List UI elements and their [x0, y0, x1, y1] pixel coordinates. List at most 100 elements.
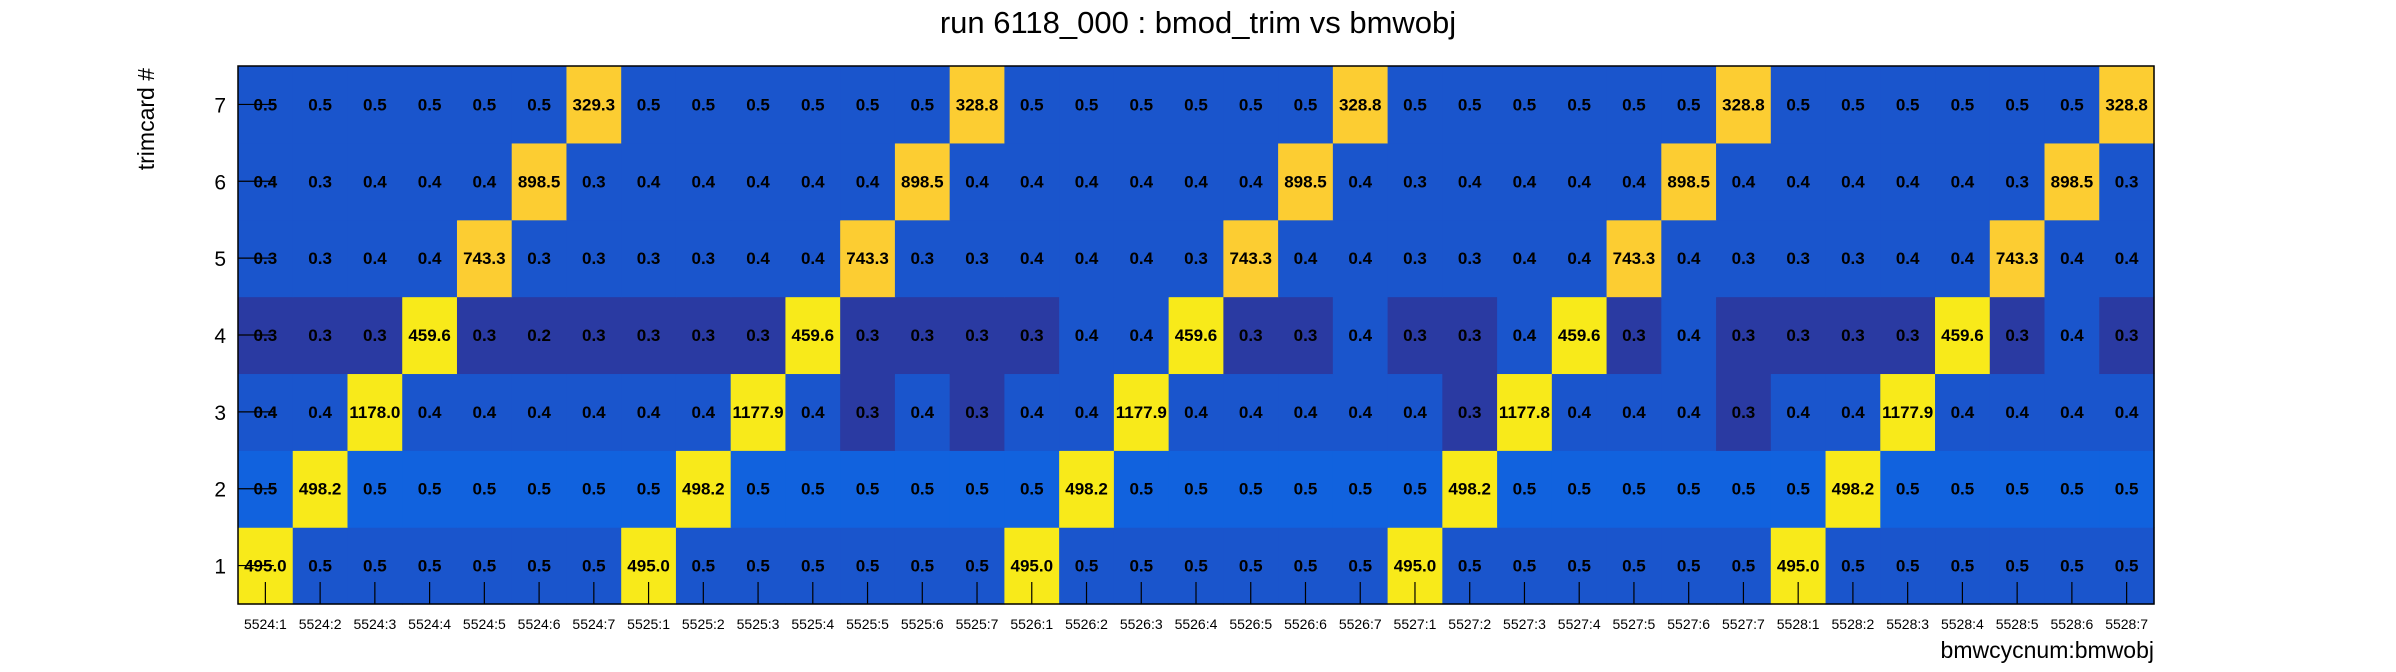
heatmap-cell — [402, 373, 458, 451]
cell-value-label: 0.4 — [418, 249, 442, 268]
heatmap-cell — [1442, 219, 1498, 298]
heatmap-cell — [2099, 373, 2155, 451]
cell-value-label: 0.3 — [1458, 249, 1482, 268]
x-tick-label: 5528:5 — [1996, 616, 2039, 632]
cell-value-label: 0.3 — [2005, 172, 2029, 191]
chart-title: run 6118_000 : bmod_trim vs bmwobj — [940, 5, 1456, 40]
heatmap-cell — [1770, 296, 1827, 375]
heatmap-cell — [840, 66, 896, 144]
heatmap-cell — [785, 373, 841, 451]
cell-value-label: 0.5 — [965, 480, 989, 499]
heatmap-cell — [1880, 219, 1936, 298]
cell-value-label: 0.5 — [1786, 480, 1810, 499]
cell-value-label: 1177.9 — [1882, 403, 1933, 422]
cell-value-label: 0.3 — [965, 403, 989, 422]
cell-value-label: 498.2 — [682, 480, 725, 499]
cell-value-label: 0.5 — [1567, 95, 1591, 114]
heatmap-cell — [1278, 373, 1334, 451]
cell-value-label: 0.4 — [1184, 172, 1208, 191]
cell-value-label: 0.3 — [856, 326, 880, 345]
heatmap-cell — [1168, 450, 1224, 528]
heatmap-cell — [1825, 450, 1881, 528]
heatmap-cell — [566, 373, 622, 451]
y-tick-label: 5 — [214, 248, 226, 271]
cell-value-label: 0.4 — [473, 172, 497, 191]
heatmap-cell — [730, 296, 787, 375]
heatmap-cell — [730, 142, 787, 221]
heatmap-cell — [2044, 450, 2100, 528]
cell-value-label: 0.3 — [527, 249, 551, 268]
heatmap-cell — [1661, 142, 1717, 221]
cell-value-label: 459.6 — [408, 326, 451, 345]
heatmap-cell — [2044, 296, 2100, 375]
heatmap-cell — [1989, 373, 2046, 451]
cell-value-label: 0.3 — [637, 249, 661, 268]
x-tick-label: 5525:7 — [956, 616, 999, 632]
heatmap-cell — [1223, 450, 1279, 528]
x-tick-label: 5528:2 — [1832, 616, 1875, 632]
heatmap-cell — [292, 296, 349, 375]
cell-value-label: 0.2 — [527, 326, 551, 345]
heatmap-cell — [1387, 373, 1443, 451]
cell-value-label: 0.3 — [2115, 326, 2139, 345]
heatmap-cell — [1004, 142, 1060, 221]
heatmap-cell — [2099, 219, 2155, 298]
cell-value-label: 1178.0 — [349, 403, 400, 422]
cell-value-label: 0.4 — [1567, 172, 1591, 191]
heatmap-cell — [894, 66, 951, 144]
cell-value-label: 0.4 — [582, 403, 606, 422]
heatmap-cell — [1168, 66, 1224, 144]
cell-value-label: 0.3 — [1841, 249, 1865, 268]
cell-value-label: 0.5 — [473, 95, 497, 114]
cell-value-label: 0.3 — [1239, 326, 1263, 345]
heatmap-cell — [1442, 66, 1498, 144]
y-axis-title: trimcard # — [133, 68, 159, 170]
heatmap-cell — [675, 450, 732, 528]
cell-value-label: 0.5 — [1184, 480, 1208, 499]
x-tick-label: 5528:3 — [1886, 616, 1929, 632]
cell-value-label: 0.5 — [1786, 95, 1810, 114]
heatmap-cell — [292, 66, 349, 144]
heatmap-cell — [2099, 296, 2155, 375]
x-tick-label: 5528:1 — [1777, 616, 1820, 632]
cell-value-label: 329.3 — [573, 95, 616, 114]
heatmap-cell — [621, 296, 677, 375]
cell-value-label: 0.5 — [1294, 557, 1318, 576]
cell-value-label: 0.4 — [1513, 249, 1537, 268]
heatmap-cell — [1168, 142, 1224, 221]
cell-value-label: 898.5 — [1284, 172, 1327, 191]
heatmap-cell — [840, 142, 896, 221]
cell-value-label: 0.5 — [1622, 557, 1646, 576]
cell-value-label: 495.0 — [1394, 557, 1437, 576]
heatmap-cell — [2099, 66, 2155, 144]
cell-value-label: 495.0 — [1777, 557, 1820, 576]
heatmap-cell — [1551, 66, 1608, 144]
cell-value-label: 0.3 — [910, 326, 934, 345]
cell-value-label: 0.4 — [1677, 249, 1701, 268]
cell-value-label: 0.5 — [1896, 95, 1920, 114]
heatmap-cell — [1059, 219, 1115, 298]
heatmap-cell — [292, 450, 349, 528]
cell-value-label: 0.4 — [2060, 326, 2084, 345]
heatmap-cell — [1004, 373, 1060, 451]
cell-value-label: 0.4 — [1677, 403, 1701, 422]
cell-value-label: 0.5 — [527, 557, 551, 576]
heatmap-cell — [1442, 142, 1498, 221]
x-tick-label: 5525:3 — [737, 616, 780, 632]
cell-value-label: 0.3 — [473, 326, 497, 345]
heatmap-cell — [949, 450, 1005, 528]
heatmap-cell — [402, 219, 458, 298]
heatmap-cell — [1168, 373, 1224, 451]
heatmap-cell — [1387, 142, 1443, 221]
cell-value-label: 0.5 — [1294, 480, 1318, 499]
heatmap-cell — [1551, 296, 1608, 375]
x-tick-label: 5524:6 — [518, 616, 561, 632]
cell-value-label: 0.5 — [1020, 95, 1044, 114]
heatmap-cell — [949, 219, 1005, 298]
cell-value-label: 0.3 — [691, 249, 715, 268]
cell-value-label: 0.3 — [746, 326, 770, 345]
cell-value-label: 0.5 — [1129, 480, 1153, 499]
cell-value-label: 0.5 — [910, 480, 934, 499]
heatmap-cell — [347, 219, 403, 298]
